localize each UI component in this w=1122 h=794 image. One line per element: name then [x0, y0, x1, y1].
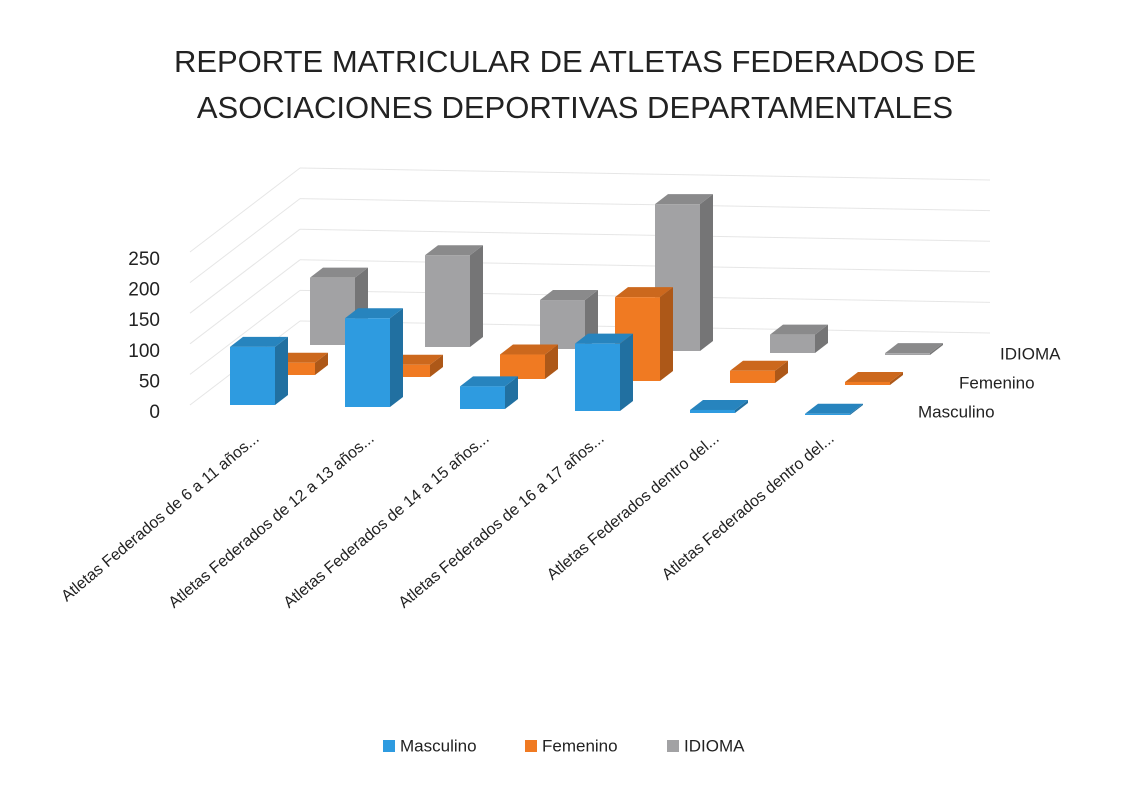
bar-side — [315, 352, 328, 375]
bar-top — [615, 287, 673, 298]
grid-line — [189, 198, 301, 283]
bar-front — [425, 255, 470, 347]
bar-top — [230, 336, 288, 347]
bar-top — [425, 245, 483, 256]
bar-side — [850, 403, 863, 415]
bar-front — [460, 386, 505, 409]
chart-title: REPORTE MATRICULAR DE ATLETAS FEDERADOS … — [174, 44, 976, 79]
grid-line — [189, 290, 301, 375]
bar-front — [575, 343, 620, 411]
bar-side — [660, 287, 673, 381]
bar-front — [730, 370, 775, 383]
bar — [805, 403, 863, 415]
bar-front — [770, 334, 815, 353]
bar — [845, 371, 903, 385]
bar-side — [470, 245, 483, 347]
bar-front — [845, 381, 890, 385]
bar — [345, 308, 403, 407]
legend-label: Femenino — [542, 736, 618, 755]
bar — [655, 194, 713, 351]
bar-front — [345, 318, 390, 407]
bar — [500, 344, 558, 379]
bar-top — [690, 399, 748, 410]
bar-top — [845, 371, 903, 382]
bar-side — [275, 336, 288, 405]
bar — [425, 245, 483, 347]
legend-swatch — [525, 740, 537, 752]
y-tick-label: 50 — [139, 371, 160, 392]
grid-line — [189, 167, 301, 253]
grid-line — [299, 228, 991, 242]
y-tick-label: 200 — [128, 280, 160, 301]
bar-side — [775, 360, 788, 383]
legend-label: IDIOMA — [684, 736, 745, 755]
bar-top — [575, 333, 633, 344]
bar-side — [700, 194, 713, 351]
bar-side — [545, 344, 558, 379]
bar — [690, 399, 748, 413]
legend-swatch — [667, 740, 679, 752]
grid-line — [299, 259, 991, 273]
bar-top — [460, 376, 518, 387]
depth-label: IDIOMA — [1000, 344, 1061, 363]
bar-top — [345, 308, 403, 319]
grid-line — [189, 259, 301, 345]
bar-side — [430, 354, 443, 377]
bar-side — [620, 333, 633, 411]
bar — [770, 324, 828, 353]
grid-line — [299, 198, 991, 212]
x-tick-label: Atletas Federados de 12 a 13 años... — [166, 430, 378, 612]
bar-top — [730, 360, 788, 371]
bar-side — [890, 371, 903, 385]
y-tick-label: 250 — [128, 249, 160, 270]
legend-swatch — [383, 740, 395, 752]
chart-title: ASOCIACIONES DEPORTIVAS DEPARTAMENTALES — [197, 90, 953, 125]
bar-front — [805, 413, 850, 415]
bar-side — [930, 343, 943, 355]
bar-top — [655, 194, 713, 205]
bar — [230, 336, 288, 405]
bar-side — [815, 324, 828, 353]
bar-front — [690, 409, 735, 413]
grid-line — [299, 167, 991, 181]
bar-front — [540, 300, 585, 349]
bar-top — [885, 343, 943, 354]
bar — [730, 360, 788, 383]
grid-line — [189, 228, 301, 314]
bar-top — [310, 267, 368, 278]
bar-front — [885, 353, 930, 355]
bar-side — [390, 308, 403, 407]
y-tick-label: 100 — [128, 341, 160, 362]
bar — [885, 343, 943, 355]
y-tick-label: 0 — [149, 402, 160, 423]
bar — [575, 333, 633, 411]
bar-side — [505, 376, 518, 409]
x-tick-label: Atletas Federados de 6 a 11 años... — [58, 430, 262, 605]
x-tick-label: Atletas Federados de 16 a 17 años... — [396, 430, 608, 612]
x-tick-label: Atletas Federados de 14 a 15 años... — [281, 430, 493, 612]
bar-top — [770, 324, 828, 335]
bar — [460, 376, 518, 409]
bar-side — [735, 399, 748, 413]
y-tick-label: 150 — [128, 310, 160, 331]
legend-label: Masculino — [400, 736, 477, 755]
bar-top — [540, 290, 598, 301]
bar-top — [805, 403, 863, 414]
bar-top — [500, 344, 558, 355]
bar-front — [230, 346, 275, 405]
bar-front — [500, 354, 545, 379]
depth-label: Femenino — [959, 373, 1035, 392]
depth-label: Masculino — [918, 402, 995, 421]
